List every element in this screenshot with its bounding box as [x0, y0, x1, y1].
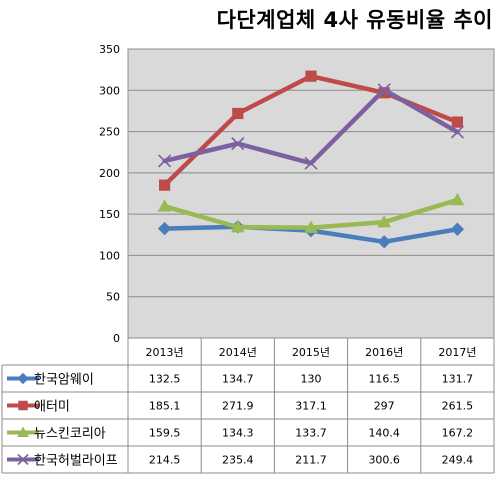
data-label: 317.1	[295, 400, 327, 413]
data-label: 134.3	[222, 427, 254, 440]
data-label: 271.9	[222, 400, 254, 413]
y-tick-label: 50	[106, 291, 120, 304]
legend-marker	[17, 453, 29, 466]
data-point	[232, 107, 244, 120]
data-label: 249.4	[442, 454, 474, 467]
x-tick-label: 2016년	[365, 346, 403, 359]
data-label: 297	[374, 400, 395, 413]
x-tick-label: 2015년	[292, 346, 330, 359]
data-point	[377, 83, 391, 97]
data-label: 211.7	[295, 454, 327, 467]
legend-marker	[17, 426, 29, 437]
data-point	[377, 215, 392, 228]
data-label: 130	[301, 373, 322, 386]
data-point	[231, 137, 245, 151]
legend-label: 한국허벌라이프	[34, 454, 118, 469]
data-point	[158, 154, 172, 168]
data-point	[377, 235, 391, 249]
data-point	[230, 220, 245, 233]
x-tick-label: 2017년	[438, 346, 476, 359]
y-tick-label: 200	[99, 167, 120, 180]
legend-label: 한국암웨이	[34, 373, 94, 388]
y-tick-label: 0	[113, 332, 120, 345]
data-label: 133.7	[295, 427, 327, 440]
legend-label: 애터미	[34, 400, 70, 415]
data-point	[157, 221, 172, 236]
data-label: 131.7	[442, 373, 474, 386]
y-tick-label: 150	[99, 208, 120, 221]
data-label: 159.5	[149, 427, 181, 440]
data-point	[304, 156, 318, 170]
data-label: 132.5	[149, 373, 181, 386]
data-label: 235.4	[222, 454, 254, 467]
data-point	[450, 192, 465, 206]
data-point	[450, 222, 465, 236]
data-point	[305, 70, 317, 82]
y-tick-label: 350	[99, 43, 120, 56]
data-label: 167.2	[442, 427, 474, 440]
data-point	[157, 199, 172, 212]
legend-marker	[18, 400, 28, 411]
data-point	[451, 116, 463, 128]
plot-area	[127, 48, 495, 339]
x-tick-label: 2014년	[219, 346, 257, 359]
data-label: 140.4	[368, 427, 400, 440]
x-tick-label: 2013년	[146, 346, 184, 359]
data-label: 134.7	[222, 373, 254, 386]
data-point	[304, 220, 318, 233]
y-tick-label: 300	[99, 84, 120, 97]
y-tick-label: 100	[99, 249, 120, 262]
data-point	[159, 179, 171, 191]
data-label: 214.5	[149, 454, 181, 467]
y-tick-label: 250	[99, 126, 120, 139]
legend-label: 뉴스킨코리아	[34, 427, 106, 442]
data-label: 261.5	[442, 400, 474, 413]
data-point	[450, 125, 464, 139]
data-label: 185.1	[149, 400, 181, 413]
legend-marker	[17, 372, 29, 385]
data-label: 300.6	[368, 454, 400, 467]
chart-title: 다단계업체 4사 유동비율 추이	[216, 8, 493, 32]
data-label: 116.5	[368, 373, 400, 386]
